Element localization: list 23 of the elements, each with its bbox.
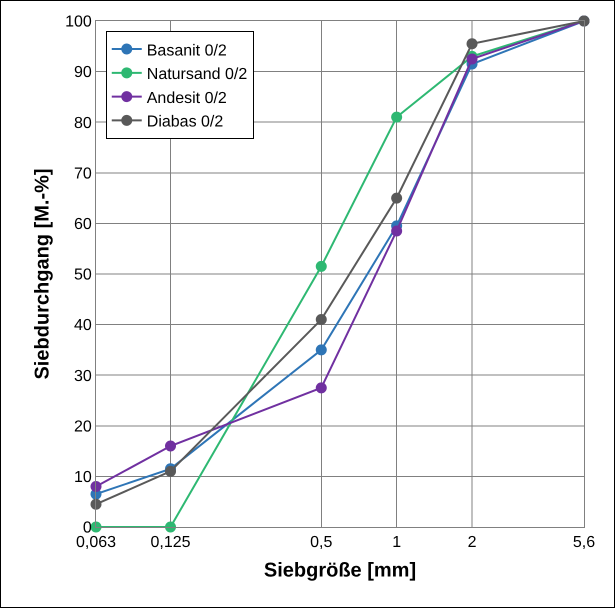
legend-label: Basanit 0/2 (146, 42, 227, 60)
y-tick-label: 30 (74, 368, 92, 385)
x-tick-label: 5,6 (572, 534, 596, 552)
y-tick-label: 40 (74, 317, 92, 334)
x-tick-label: 2 (468, 534, 477, 552)
x-axis-title: Siebgröße [mm] (264, 560, 416, 582)
x-tick-label: 0,125 (150, 534, 191, 552)
y-axis-title: Siebdurchgang [M.-%] (32, 168, 54, 380)
y-tick-label: 0 (82, 520, 92, 537)
x-tick-label: 0,5 (310, 534, 332, 552)
y-tick-label: 70 (74, 165, 92, 182)
x-tick-label: 1 (392, 534, 402, 552)
legend-label: Andesit 0/2 (146, 90, 227, 107)
y-tick-label: 20 (74, 418, 92, 436)
y-tick-label: 100 (65, 14, 92, 31)
y-tick-label: 60 (74, 216, 92, 233)
x-tick-label: 0,063 (76, 534, 116, 552)
y-tick-label: 50 (74, 266, 92, 284)
y-tick-label: 80 (74, 114, 92, 132)
legend-label: Diabas 0/2 (146, 114, 224, 131)
y-tick-label: 90 (74, 64, 92, 82)
legend-label: Natursand 0/2 (146, 66, 248, 84)
y-tick-label: 10 (74, 469, 92, 486)
